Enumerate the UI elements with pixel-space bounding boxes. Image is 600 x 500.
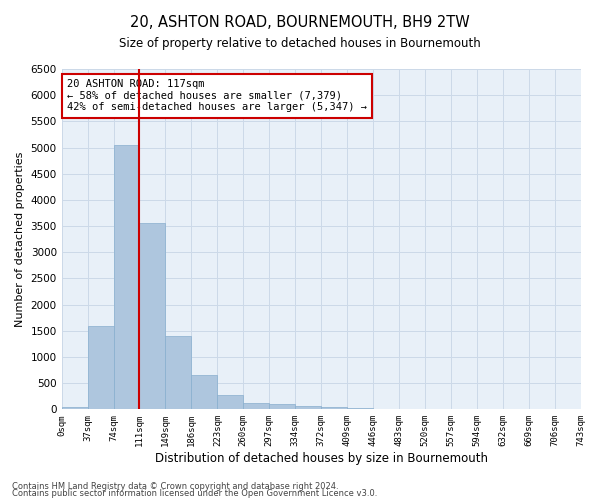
Bar	[62, 406, 88, 410]
Bar	[269, 404, 295, 409]
Bar	[243, 402, 269, 409]
Bar	[217, 394, 243, 409]
X-axis label: Distribution of detached houses by size in Bournemouth: Distribution of detached houses by size …	[155, 452, 488, 465]
Bar	[113, 145, 139, 409]
Bar	[321, 406, 347, 410]
Text: 20, ASHTON ROAD, BOURNEMOUTH, BH9 2TW: 20, ASHTON ROAD, BOURNEMOUTH, BH9 2TW	[130, 15, 470, 30]
Bar	[295, 406, 321, 409]
Text: Size of property relative to detached houses in Bournemouth: Size of property relative to detached ho…	[119, 38, 481, 51]
Text: Contains HM Land Registry data © Crown copyright and database right 2024.: Contains HM Land Registry data © Crown c…	[12, 482, 338, 491]
Text: Contains public sector information licensed under the Open Government Licence v3: Contains public sector information licen…	[12, 490, 377, 498]
Bar	[347, 408, 373, 410]
Bar	[88, 326, 113, 409]
Y-axis label: Number of detached properties: Number of detached properties	[15, 152, 25, 327]
Bar	[166, 336, 191, 409]
Bar	[191, 376, 217, 410]
Bar	[139, 224, 166, 410]
Text: 20 ASHTON ROAD: 117sqm
← 58% of detached houses are smaller (7,379)
42% of semi-: 20 ASHTON ROAD: 117sqm ← 58% of detached…	[67, 79, 367, 112]
